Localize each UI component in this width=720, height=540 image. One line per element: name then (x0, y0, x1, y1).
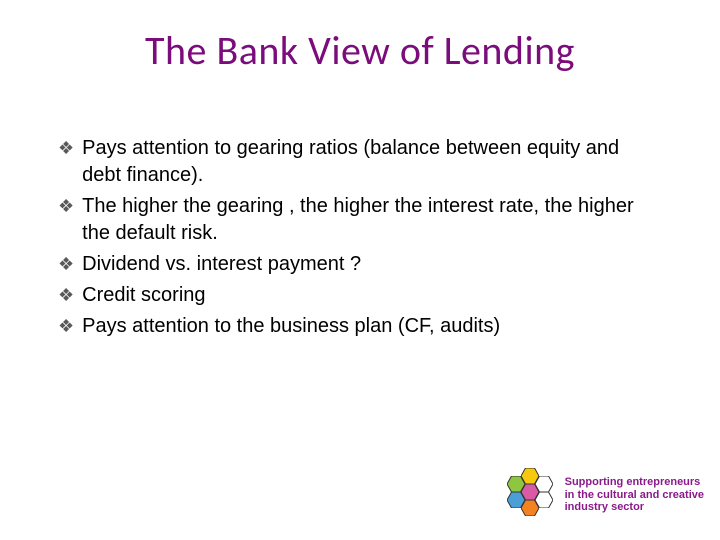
logo-hex-cluster-icon (503, 468, 557, 522)
bullet-text: Pays attention to gearing ratios (balanc… (82, 135, 662, 189)
bullet-text: Credit scoring (82, 282, 205, 309)
bullet-item: ❖ Dividend vs. interest payment ? (58, 251, 662, 278)
slide-title: The Bank View of Lending (0, 0, 720, 75)
footer-line: in the cultural and creative (565, 489, 704, 502)
bullet-marker-icon: ❖ (58, 314, 74, 338)
bullet-text: Dividend vs. interest payment ? (82, 251, 361, 278)
bullet-marker-icon: ❖ (58, 136, 74, 160)
bullet-marker-icon: ❖ (58, 194, 74, 218)
bullet-item: ❖ Pays attention to gearing ratios (bala… (58, 135, 662, 189)
bullet-text: The higher the gearing , the higher the … (82, 193, 662, 247)
footer-logo-text: Supporting entrepreneurs in the cultural… (565, 476, 704, 514)
footer-line: Supporting entrepreneurs (565, 476, 704, 489)
footer-line: industry sector (565, 501, 704, 514)
footer-logo: Supporting entrepreneurs in the cultural… (503, 468, 704, 522)
bullet-item: ❖ The higher the gearing , the higher th… (58, 193, 662, 247)
bullet-text: Pays attention to the business plan (CF,… (82, 313, 500, 340)
bullet-list: ❖ Pays attention to gearing ratios (bala… (0, 75, 720, 340)
bullet-item: ❖ Pays attention to the business plan (C… (58, 313, 662, 340)
bullet-item: ❖ Credit scoring (58, 282, 662, 309)
bullet-marker-icon: ❖ (58, 252, 74, 276)
bullet-marker-icon: ❖ (58, 283, 74, 307)
